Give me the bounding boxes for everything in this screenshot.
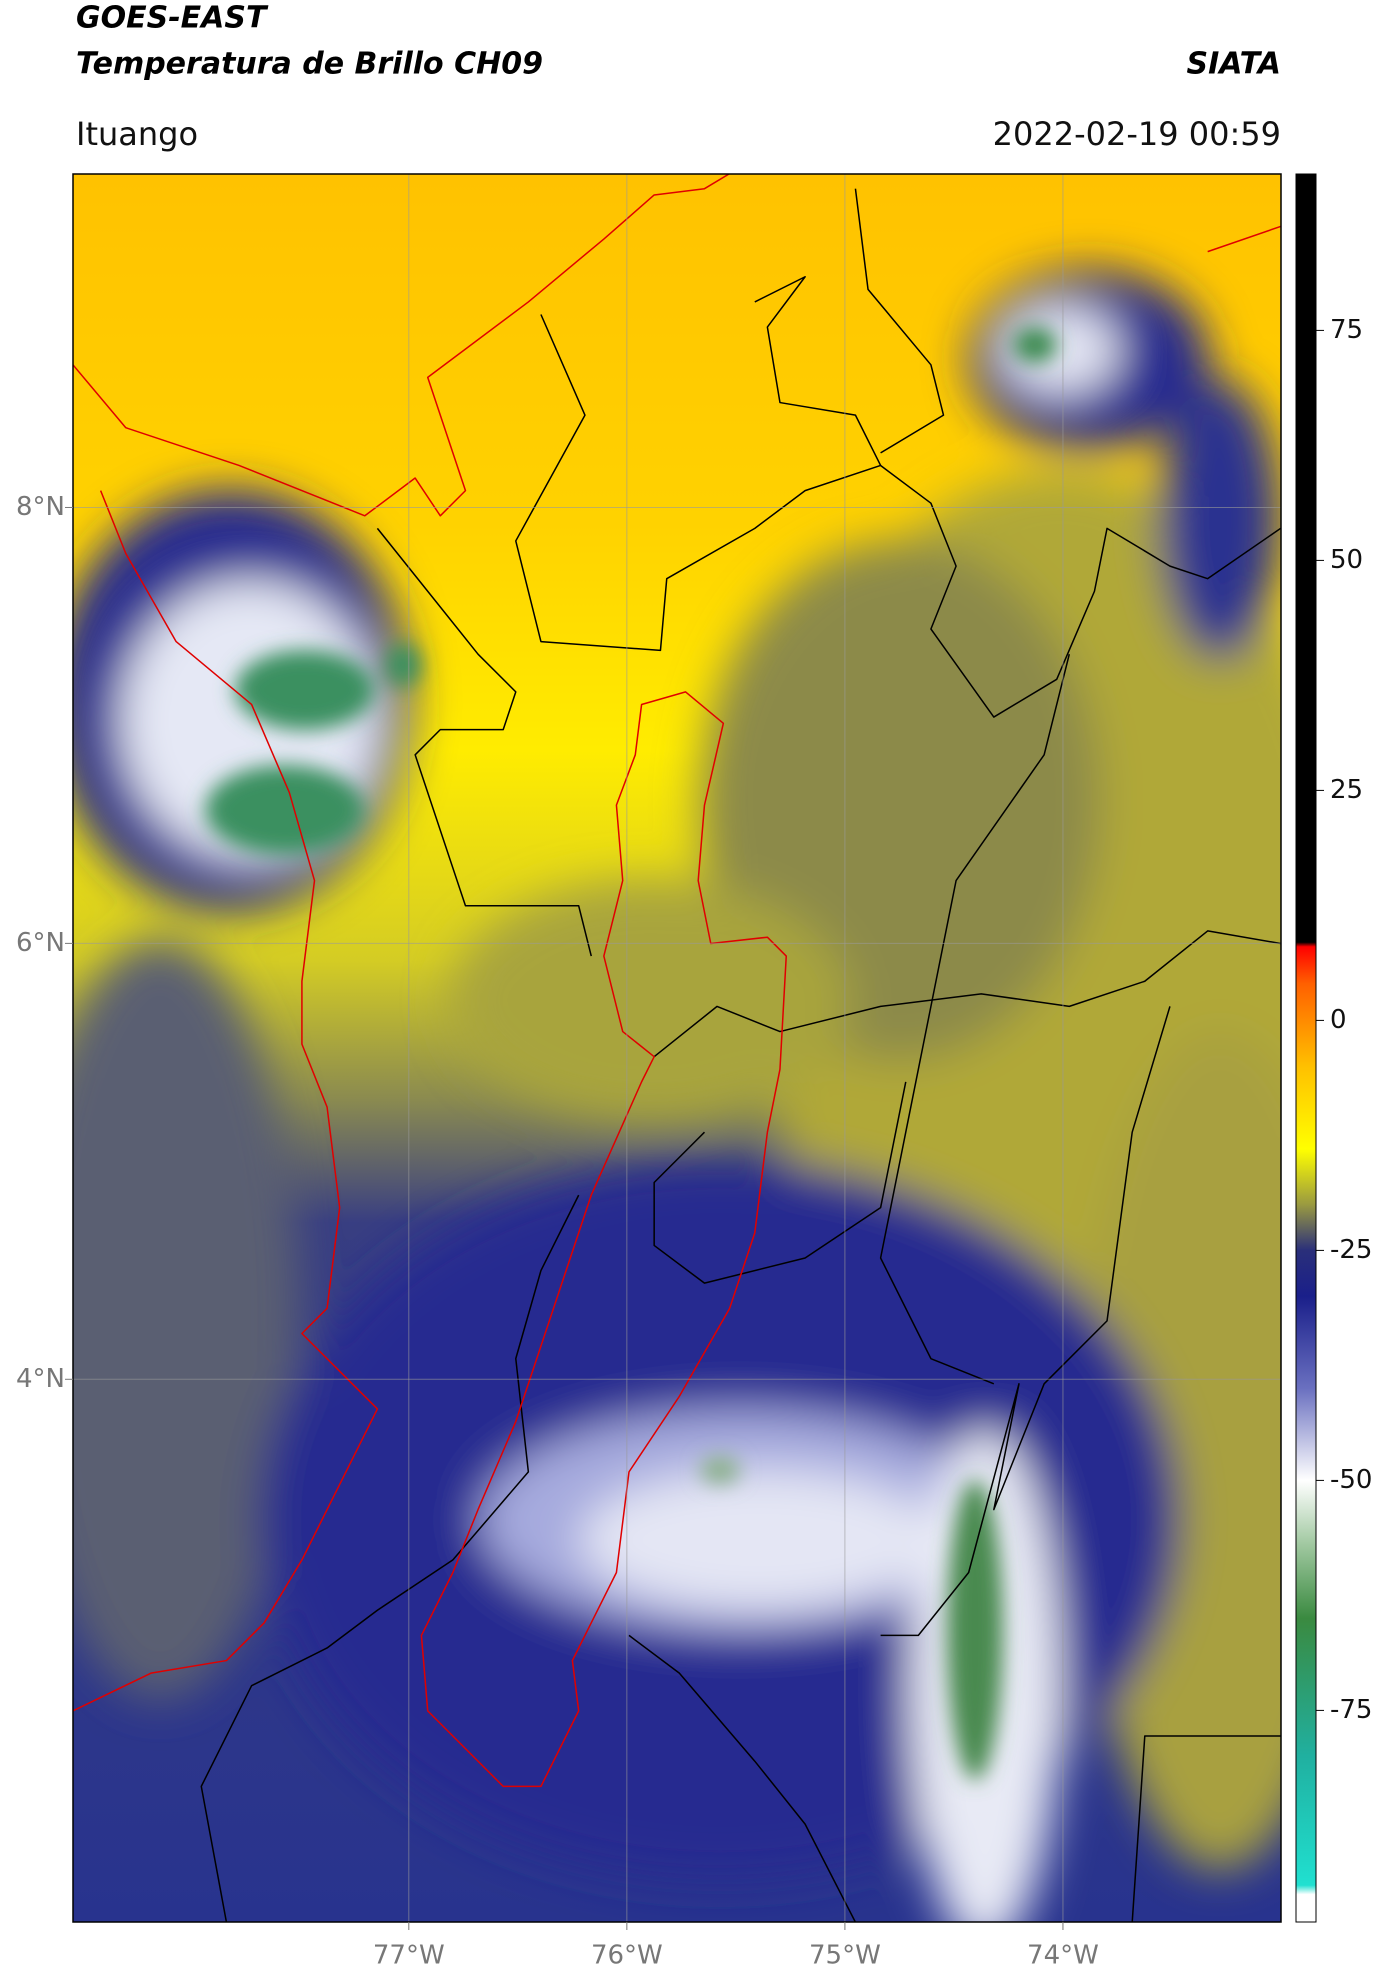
- colorbar-tick-label: 25: [1330, 775, 1363, 805]
- colorbar-tick-label: -75: [1330, 1695, 1372, 1725]
- location: Ituango: [76, 115, 198, 153]
- colorbar: [1295, 173, 1317, 1923]
- map-frame: [72, 173, 1282, 1923]
- y-tick-label: 6°N: [16, 928, 65, 958]
- datetime: 2022-02-19 00:59: [993, 115, 1281, 153]
- colorbar-tick-label: -25: [1330, 1235, 1372, 1265]
- colorbar-tick-label: 0: [1330, 1005, 1347, 1035]
- colorbar-tick-label: 50: [1330, 545, 1363, 575]
- satellite-image: [73, 174, 1281, 1922]
- source: SIATA: [1187, 47, 1281, 82]
- x-tick-label: 77°W: [373, 1941, 445, 1971]
- y-tick-label: 4°N: [16, 1364, 65, 1394]
- subtitle: Temperatura de Brillo CH09: [76, 47, 543, 82]
- y-tick-label: 8°N: [16, 492, 65, 522]
- x-tick-label: 74°W: [1027, 1941, 1099, 1971]
- colorbar-tick-label: 75: [1330, 315, 1363, 345]
- colorbar-tick-label: -50: [1330, 1465, 1372, 1495]
- x-tick-label: 75°W: [809, 1941, 881, 1971]
- x-tick-label: 76°W: [591, 1941, 663, 1971]
- title: GOES-EAST: [76, 1, 269, 36]
